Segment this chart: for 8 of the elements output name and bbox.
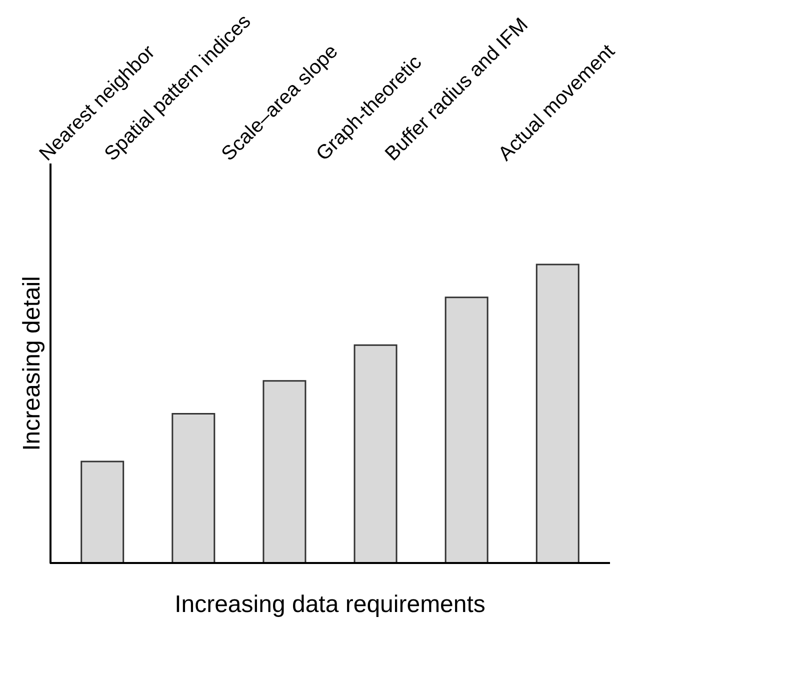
bar bbox=[172, 412, 216, 564]
bar bbox=[80, 460, 124, 564]
x-axis-title: Increasing data requirements bbox=[174, 591, 486, 618]
bar bbox=[536, 264, 580, 564]
bar bbox=[444, 296, 488, 564]
y-axis-title: Increasing detail bbox=[18, 276, 46, 451]
bar bbox=[262, 380, 306, 564]
bar bbox=[354, 344, 398, 564]
